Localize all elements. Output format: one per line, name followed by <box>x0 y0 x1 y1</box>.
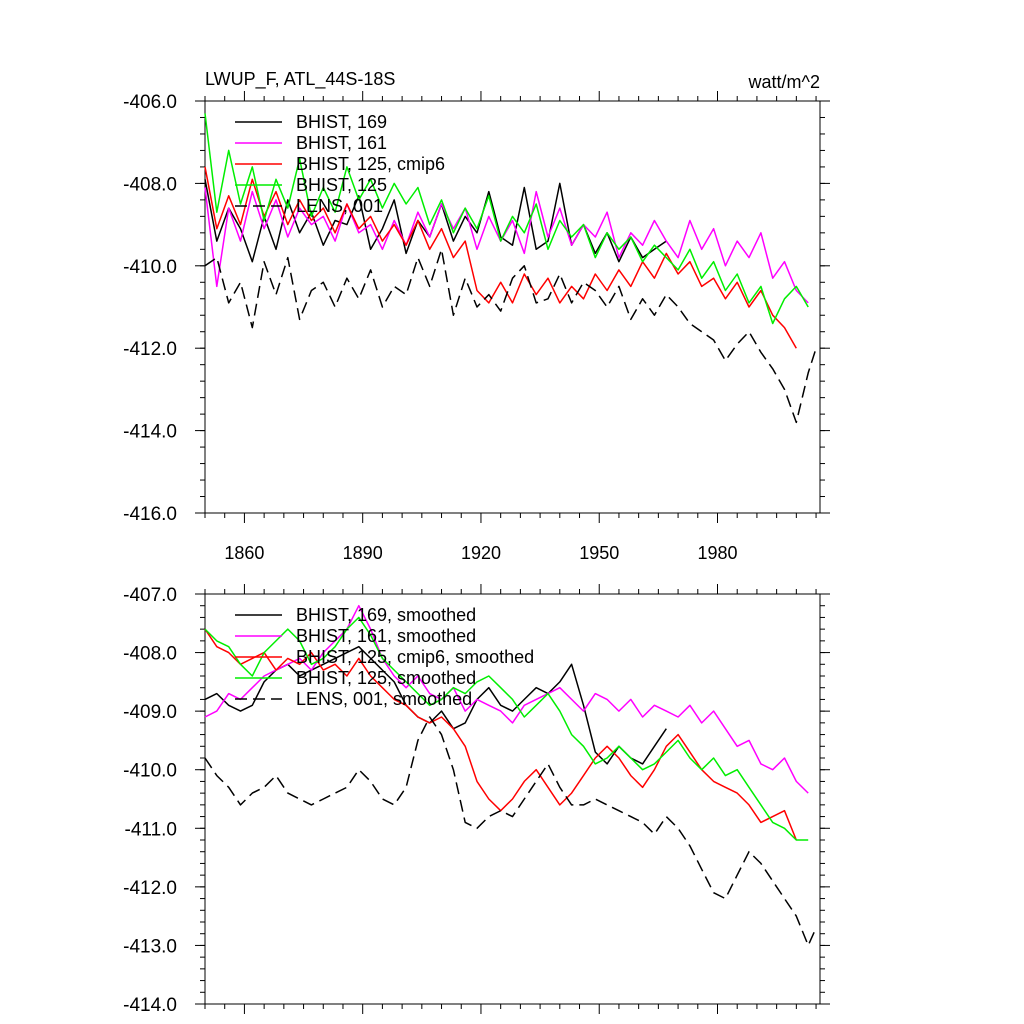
y-tick-label: -416.0 <box>123 504 177 525</box>
series-line-4 <box>204 248 817 424</box>
series-line-3 <box>204 616 809 841</box>
legend-label: BHIST, 161, smoothed <box>296 626 476 646</box>
legend-label: BHIST, 125, cmip6, smoothed <box>296 647 534 667</box>
y-tick-label: -406.0 <box>123 92 177 113</box>
series-line-3 <box>204 113 809 325</box>
y-tick-label: -412.0 <box>123 878 177 899</box>
series-line-2 <box>204 166 797 349</box>
x-tick-label: 1860 <box>224 543 264 563</box>
plot-frame <box>204 100 821 514</box>
series-line-1 <box>204 187 809 304</box>
y-tick-label: -413.0 <box>123 936 177 957</box>
x-tick-label: 1890 <box>343 543 383 563</box>
series-line-4 <box>204 716 817 947</box>
legend-label: BHIST, 169, smoothed <box>296 605 476 625</box>
legend-label: LENS, 001 <box>296 196 383 216</box>
y-tick-label: -412.0 <box>123 339 177 360</box>
y-tick-label: -409.0 <box>123 702 177 723</box>
legend-label: BHIST, 125 <box>296 175 387 195</box>
legend-label: BHIST, 125, cmip6 <box>296 154 445 174</box>
x-tick-label: 1980 <box>697 543 737 563</box>
y-tick-label: -408.0 <box>123 174 177 195</box>
y-tick-label: -414.0 <box>123 995 177 1016</box>
legend-label: BHIST, 125, smoothed <box>296 668 476 688</box>
y-tick-label: -407.0 <box>123 585 177 606</box>
x-tick-label: 1950 <box>579 543 619 563</box>
legend-label: BHIST, 169 <box>296 112 387 132</box>
y-tick-label: -408.0 <box>123 644 177 665</box>
legend-label: LENS, 001, smoothed <box>296 689 472 709</box>
y-tick-label: -414.0 <box>123 422 177 443</box>
legend-label: BHIST, 161 <box>296 133 387 153</box>
y-tick-label: -410.0 <box>123 761 177 782</box>
y-tick-label: -411.0 <box>125 819 177 840</box>
x-tick-label: 1920 <box>461 543 501 563</box>
series-line-2 <box>204 628 797 841</box>
bottom-panel: -407.0 -408.0 -409.0 -410.0 -411.0 -412.0 -413… <box>123 584 830 1016</box>
units-label: watt/m^2 <box>748 72 820 92</box>
chart-title: LWUP_F, ATL_44S-18S <box>205 69 395 90</box>
series-line-1 <box>204 604 809 794</box>
plot-frame <box>204 593 821 1005</box>
top-panel: LWUP_F, ATL_44S-18S watt/m^2 1860 1890 192… <box>123 69 830 563</box>
y-tick-label: -410.0 <box>123 257 177 278</box>
